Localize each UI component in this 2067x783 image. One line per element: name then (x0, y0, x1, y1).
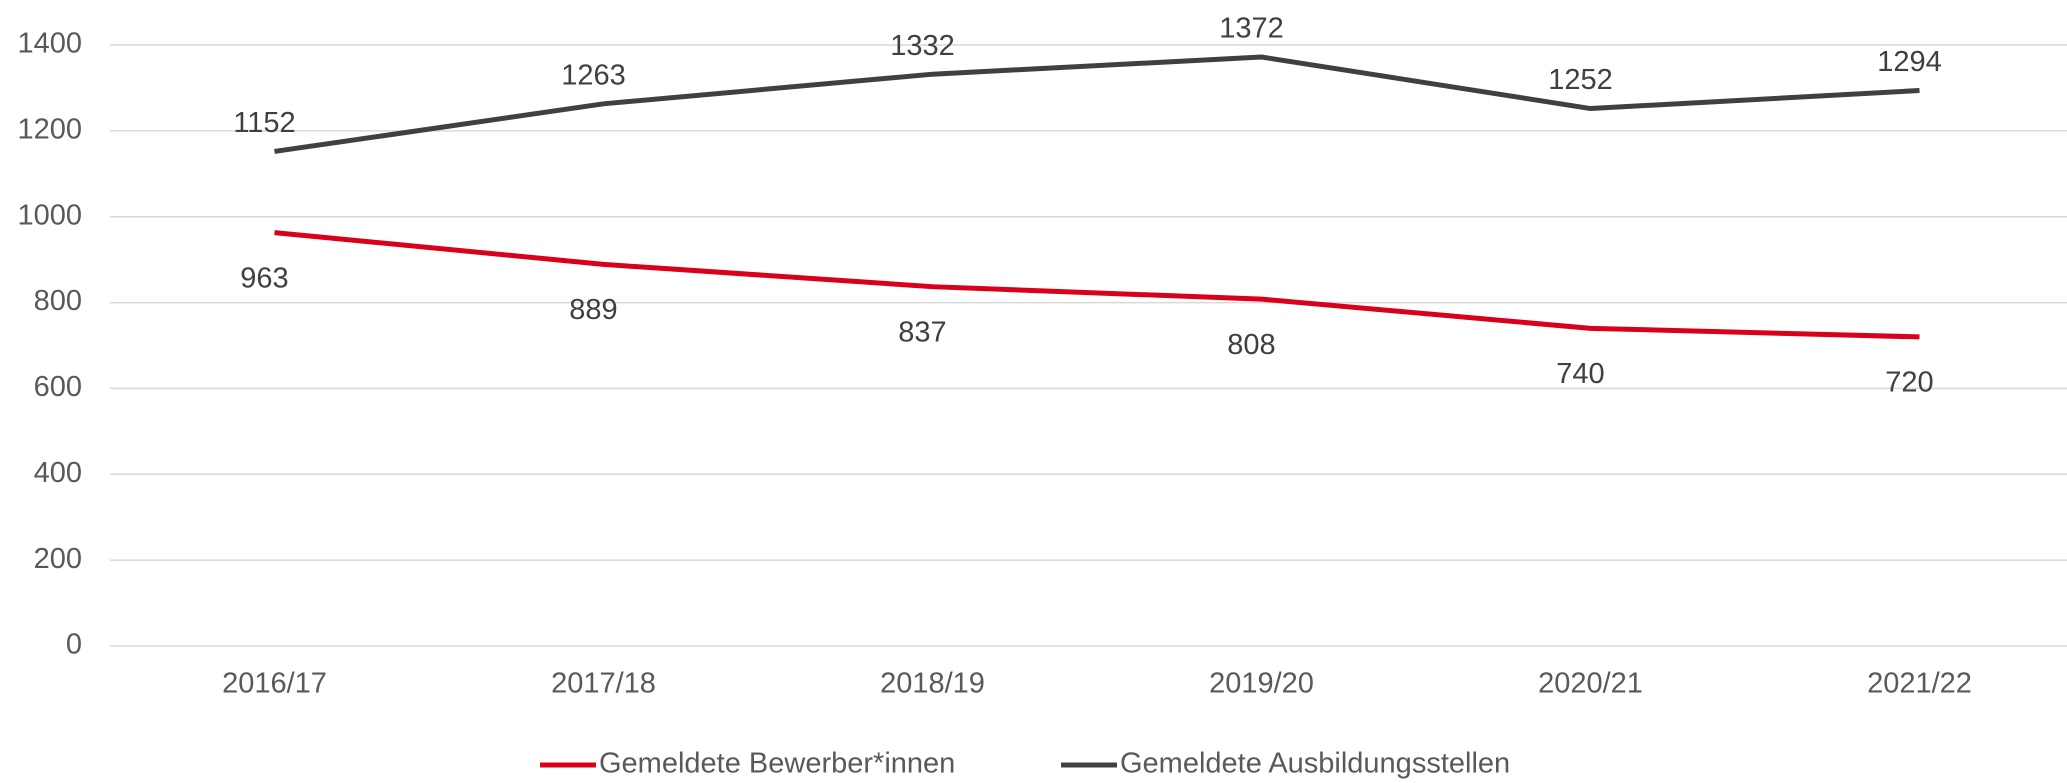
data-label: 889 (569, 294, 617, 326)
y-tick-label: 1200 (17, 114, 82, 146)
data-label: 1294 (1877, 46, 1942, 78)
data-label: 1332 (890, 30, 955, 62)
y-tick-label: 0 (66, 629, 82, 661)
y-tick-label: 1000 (17, 199, 82, 231)
data-label: 1252 (1548, 64, 1613, 96)
y-tick-label: 800 (34, 285, 82, 317)
y-tick-label: 600 (34, 371, 82, 403)
data-label: 740 (1556, 358, 1604, 390)
x-tick-label: 2019/20 (1209, 668, 1314, 700)
data-label: 1372 (1219, 13, 1284, 45)
x-tick-label: 2016/17 (222, 668, 327, 700)
y-tick-label: 400 (34, 457, 82, 489)
x-tick-label: 2020/21 (1538, 668, 1643, 700)
y-tick-label: 1400 (17, 28, 82, 60)
x-tick-label: 2018/19 (880, 668, 985, 700)
data-label: 837 (898, 316, 946, 348)
data-label: 963 (240, 262, 288, 294)
data-label: 808 (1227, 329, 1275, 361)
y-tick-label: 200 (34, 543, 82, 575)
series-line (274, 230, 1920, 340)
data-label: 1263 (561, 59, 626, 91)
x-tick-label: 2017/18 (551, 668, 656, 700)
x-tick-label: 2021/22 (1867, 668, 1972, 700)
legend-label: Gemeldete Ausbildungsstellen (1120, 748, 1510, 780)
data-label: 720 (1885, 367, 1933, 399)
data-label: 1152 (233, 107, 295, 139)
series-line (274, 54, 1920, 154)
legend-label: Gemeldete Bewerber*innen (599, 748, 955, 780)
